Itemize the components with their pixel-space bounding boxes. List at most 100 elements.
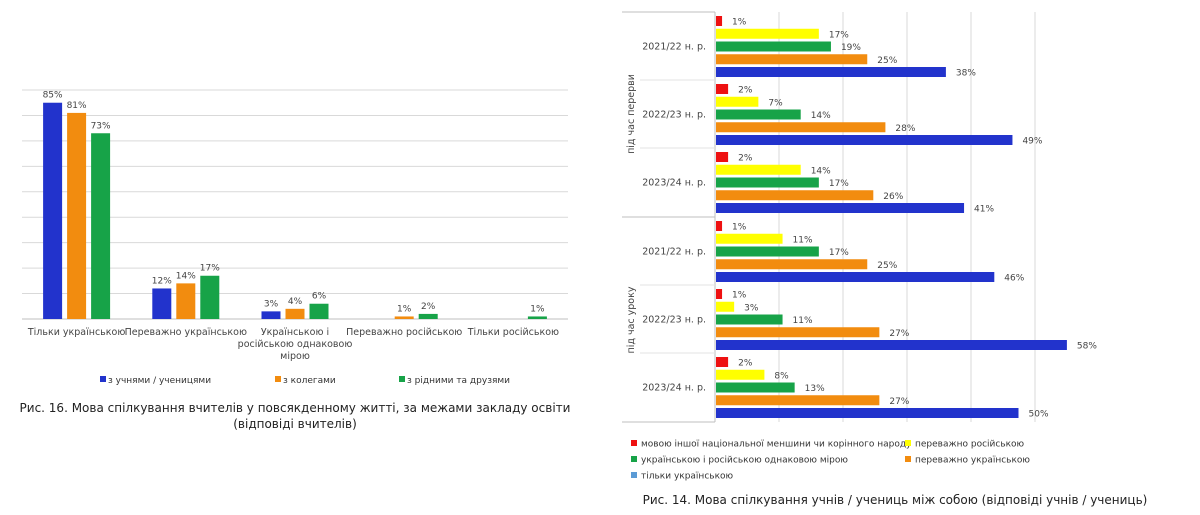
bar: [716, 395, 880, 406]
legend-swatch: [631, 440, 637, 446]
data-label: 1%: [732, 18, 747, 28]
category-label: російською однаковою: [238, 339, 353, 350]
group-label: під час уроку: [626, 286, 637, 353]
data-label: 25%: [877, 261, 897, 271]
data-label: 27%: [889, 329, 909, 339]
legend-label: з рідними та друзями: [407, 376, 510, 386]
bar: [716, 314, 783, 325]
bar: [309, 303, 329, 319]
bar: [716, 259, 868, 270]
data-label: 1%: [732, 223, 747, 233]
data-label: 26%: [883, 192, 903, 202]
bar: [716, 382, 795, 393]
data-label: 4%: [288, 297, 303, 307]
legend-label: переважно російською: [915, 440, 1025, 450]
data-label: 27%: [889, 397, 909, 407]
bar: [716, 164, 801, 175]
bar: [716, 340, 1067, 350]
bar: [716, 357, 729, 367]
legend-swatch: [100, 376, 106, 382]
data-label: 1%: [530, 304, 545, 314]
category-label: мірою: [280, 351, 310, 362]
data-label: 41%: [974, 205, 994, 215]
year-label: 2021/22 н. р.: [642, 247, 706, 258]
bar: [716, 272, 995, 282]
category-label: Тільки українською: [27, 327, 125, 338]
data-label: 14%: [811, 166, 831, 176]
data-label: 13%: [805, 384, 825, 394]
bar: [716, 301, 735, 312]
data-label: 14%: [811, 111, 831, 121]
data-label: 2%: [421, 302, 436, 312]
data-label: 6%: [312, 292, 327, 302]
data-label: 3%: [744, 303, 759, 313]
data-label: 17%: [829, 30, 849, 40]
left-bars: [43, 102, 547, 320]
data-label: 11%: [793, 316, 813, 326]
data-label: 38%: [956, 69, 976, 79]
bar: [716, 122, 886, 133]
data-label: 28%: [895, 124, 915, 134]
legend-label: українською і російською однаковою мірою: [641, 456, 848, 466]
category-label: Українською і: [261, 327, 329, 338]
data-label: 85%: [43, 91, 63, 101]
right-caption: Рис. 14. Мова спілкування учнів / учениц…: [643, 493, 1148, 507]
data-label: 12%: [152, 276, 172, 286]
bar: [716, 203, 965, 213]
right-data-labels: 1% 17% 19% 25% 38% 2% 7% 14% 28% 49% 2% 14% 17% 26% 41…: [732, 18, 1097, 420]
bar: [285, 308, 305, 319]
bar: [716, 408, 1019, 418]
bar: [716, 369, 765, 380]
right-legend: мовою іншої національної меншини чи корі…: [631, 440, 1030, 482]
data-label: 49%: [1022, 137, 1042, 147]
teachers-language-bar-chart: 85% 81% 73% 12% 14% 17% 3% 4% 6% 1% 2% 1% Тільки ук…: [20, 89, 570, 431]
bar: [418, 313, 438, 319]
data-label: 11%: [793, 235, 813, 245]
bar: [716, 84, 729, 94]
data-label: 25%: [877, 56, 897, 66]
data-label: 50%: [1029, 410, 1049, 420]
data-label: 1%: [732, 291, 747, 301]
left-caption-line-2: (відповіді вчителів): [233, 417, 357, 431]
right-frame-lines: [622, 11, 1036, 423]
legend-label: мовою іншої національної меншини чи корі…: [641, 440, 912, 450]
bar: [716, 221, 723, 231]
year-label: 2022/23 н. р.: [642, 110, 706, 121]
bar: [716, 16, 723, 26]
bar: [152, 288, 172, 319]
bar: [91, 133, 111, 319]
data-label: 46%: [1004, 274, 1024, 284]
bar: [716, 135, 1013, 145]
year-label: 2023/24 н. р.: [642, 178, 706, 189]
bar: [716, 177, 819, 188]
bar: [716, 67, 946, 77]
left-gridlines: [22, 89, 568, 320]
legend-label: з учнями / ученицями: [108, 376, 211, 386]
bar: [394, 316, 414, 319]
bar: [716, 54, 868, 65]
group-label: під час перерви: [626, 74, 637, 154]
left-data-labels: 85% 81% 73% 12% 14% 17% 3% 4% 6% 1% 2% 1%: [43, 91, 545, 315]
data-label: 14%: [176, 271, 196, 281]
data-label: 2%: [738, 359, 753, 369]
right-year-labels: 2021/22 н. р. 2022/23 н. р. 2023/24 н. р. 2…: [642, 42, 706, 394]
left-category-labels: Тільки українською Переважно українською У…: [27, 327, 559, 362]
data-label: 8%: [774, 371, 789, 381]
bar: [716, 246, 819, 257]
right-group-labels: під час перерви під час уроку: [626, 74, 637, 353]
legend-label: переважно українською: [915, 456, 1030, 466]
category-label: Переважно українською: [125, 327, 247, 338]
bar: [716, 41, 831, 52]
legend-label: з колегами: [283, 376, 336, 386]
legend-label: тільки українською: [641, 472, 734, 482]
bar: [67, 112, 87, 320]
right-bars: [716, 16, 1067, 418]
data-label: 17%: [200, 264, 220, 274]
legend-swatch: [631, 472, 637, 478]
legend-swatch: [905, 456, 911, 462]
data-label: 17%: [829, 248, 849, 258]
bar: [716, 233, 783, 244]
data-label: 19%: [841, 43, 861, 53]
category-label: Переважно російською: [346, 327, 462, 338]
